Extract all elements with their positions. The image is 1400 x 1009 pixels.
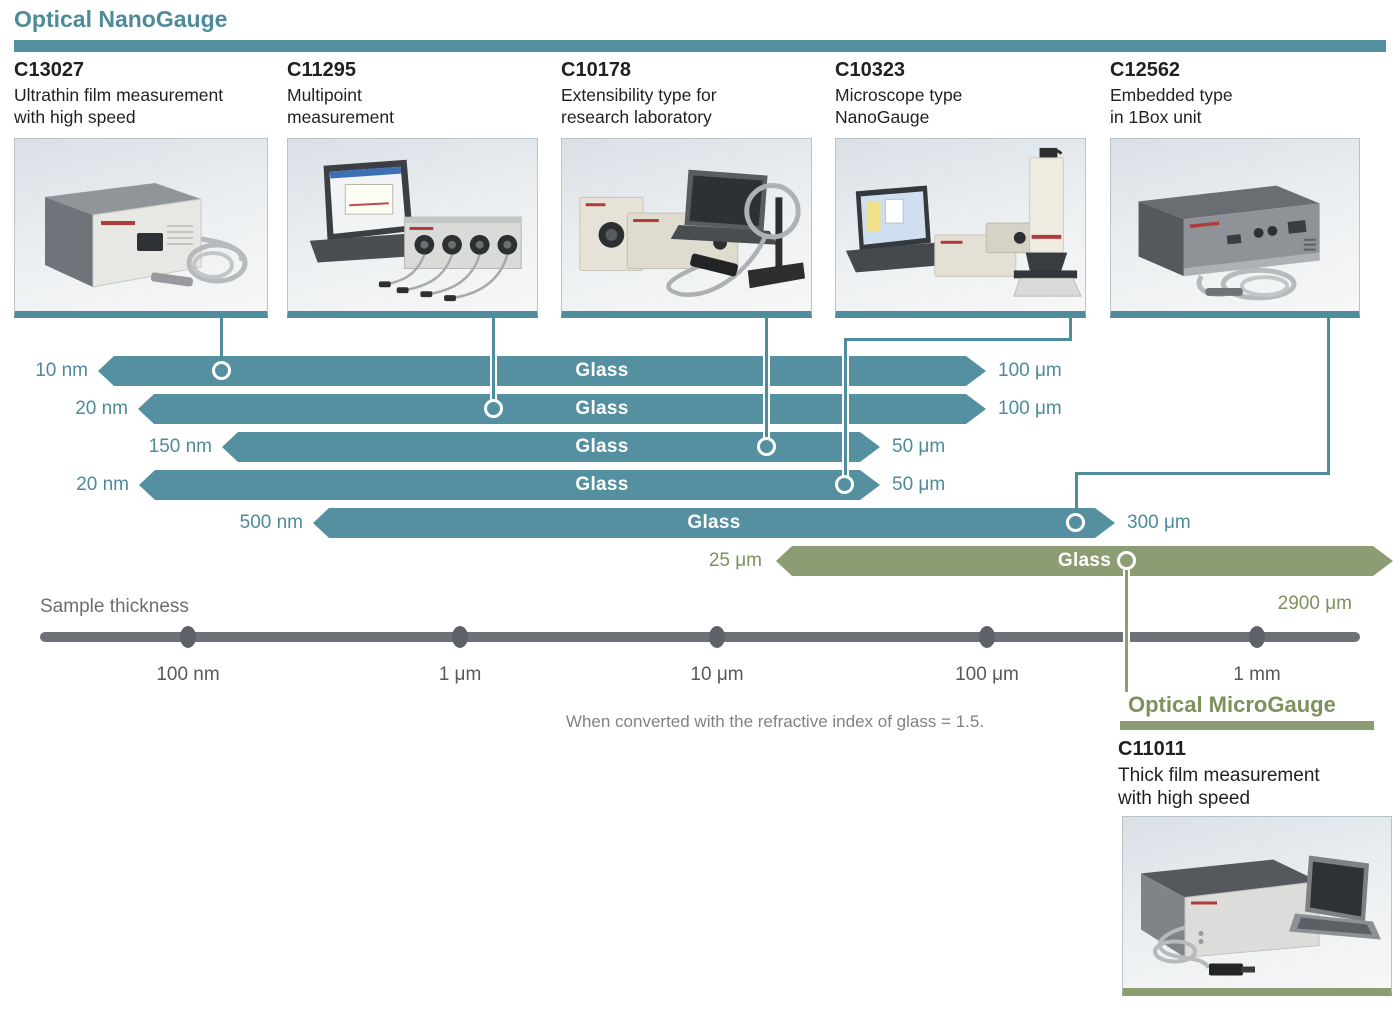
product-description: Multipoint measurement <box>287 85 394 127</box>
product-card-c11295: C11295 Multipoint measurement <box>287 58 538 318</box>
bar-max-label: 300 μm <box>1127 512 1191 533</box>
range-bar-c12562: Glass <box>313 508 1115 538</box>
connector-node-c10178 <box>757 437 776 456</box>
connector-c10178 <box>763 318 770 438</box>
bar-max-label: 100 μm <box>998 360 1062 381</box>
axis-tick-label: 10 μm <box>690 664 744 685</box>
product-photo-c13027 <box>14 138 268 318</box>
connector-node-c13027 <box>212 361 231 380</box>
connector-c12562 <box>1327 318 1330 475</box>
range-bar-c10178: Glass <box>222 432 880 462</box>
range-bar-c13027: Glass <box>98 356 986 386</box>
product-description: Ultrathin film measurement with high spee… <box>14 85 224 127</box>
product-photo-c12562 <box>1110 138 1360 318</box>
connector-c10323 <box>1069 318 1072 341</box>
product-description: Extensibility type for research laborator… <box>561 85 717 127</box>
nanogauge-title-rule <box>14 40 1386 52</box>
axis-dot <box>452 626 468 648</box>
connector-c10323 <box>842 341 849 476</box>
bar-material-label: Glass <box>575 474 629 495</box>
product-card-c12562: C12562 Embedded type in 1Box unit <box>1110 58 1360 318</box>
bar-material-label: Glass <box>687 512 741 533</box>
product-card-c13027: C13027 Ultrathin film measurement with hi… <box>14 58 268 318</box>
connector-c10323 <box>844 338 1072 341</box>
bar-min-label: 20 nm <box>76 474 129 495</box>
page-title: Optical NanoGauge <box>14 6 228 32</box>
product-code: C10178 <box>561 59 632 81</box>
bar-min-label: 10 nm <box>35 360 88 381</box>
product-card-c11011 <box>1122 816 1392 996</box>
product-photo-c10323 <box>835 138 1086 318</box>
axis-tick-label: 100 nm <box>156 664 220 685</box>
bar-material-label: Glass <box>1057 550 1112 571</box>
bar-min-label: 500 nm <box>239 512 303 533</box>
bar-material-label: Glass <box>575 398 629 419</box>
connector-c11295 <box>490 318 497 400</box>
connector-c12562 <box>1075 475 1078 514</box>
product-photo-c11011 <box>1122 816 1392 996</box>
bar-max-label: 100 μm <box>998 398 1062 419</box>
axis-dot <box>1249 626 1265 648</box>
bar-max-label: 2900 μm <box>1277 593 1352 614</box>
axis-title: Sample thickness <box>40 596 189 617</box>
connector-node-c10323 <box>835 475 854 494</box>
product-description: Microscope type NanoGauge <box>835 85 963 127</box>
product-code: C13027 <box>14 59 85 81</box>
axis-dot <box>709 626 725 648</box>
product-description: Embedded type in 1Box unit <box>1110 85 1233 127</box>
connector-node-c11011 <box>1117 551 1136 570</box>
product-code: C10323 <box>835 59 906 81</box>
product-card-c10323: C10323 Microscope type NanoGauge <box>835 58 1086 318</box>
connector-node-c12562 <box>1066 513 1085 532</box>
connector-c12562 <box>1075 472 1330 475</box>
product-code: C11011 <box>1118 738 1186 760</box>
connector-c11011 <box>1123 570 1130 692</box>
bar-min-label: 20 nm <box>75 398 128 419</box>
range-bar-c10323: Glass <box>139 470 880 500</box>
bar-min-label: 150 nm <box>148 436 212 457</box>
bar-material-label: Glass <box>575 436 629 457</box>
product-code: C12562 <box>1110 59 1181 81</box>
product-photo-c10178 <box>561 138 812 318</box>
axis-tick-label: 1 μm <box>438 664 482 685</box>
bar-min-label: 25 μm <box>708 550 762 571</box>
product-card-c10178: C10178 Extensibility type for research la… <box>561 58 812 318</box>
microgauge-title-rule <box>1120 721 1374 730</box>
product-photo-c11295 <box>287 138 538 318</box>
bar-max-label: 50 μm <box>892 474 946 495</box>
product-code: C11295 <box>287 59 356 81</box>
axis-tick-label: 1 mm <box>1233 664 1281 685</box>
conversion-note: When converted with the refractive index… <box>565 712 985 731</box>
axis-tick-label: 100 μm <box>955 664 1019 685</box>
range-bar-c11011: Glass <box>776 546 1393 576</box>
bar-material-label: Glass <box>575 360 629 381</box>
connector-node-c11295 <box>484 399 503 418</box>
range-bar-c11295: Glass <box>138 394 986 424</box>
axis-dot <box>180 626 196 648</box>
connector-c13027 <box>220 318 223 362</box>
axis-dot <box>979 626 995 648</box>
axis-line <box>40 632 1360 642</box>
product-description: Thick film measurement with high speed <box>1118 765 1320 809</box>
microgauge-title: Optical MicroGauge <box>1128 692 1336 717</box>
bar-max-label: 50 μm <box>892 436 946 457</box>
